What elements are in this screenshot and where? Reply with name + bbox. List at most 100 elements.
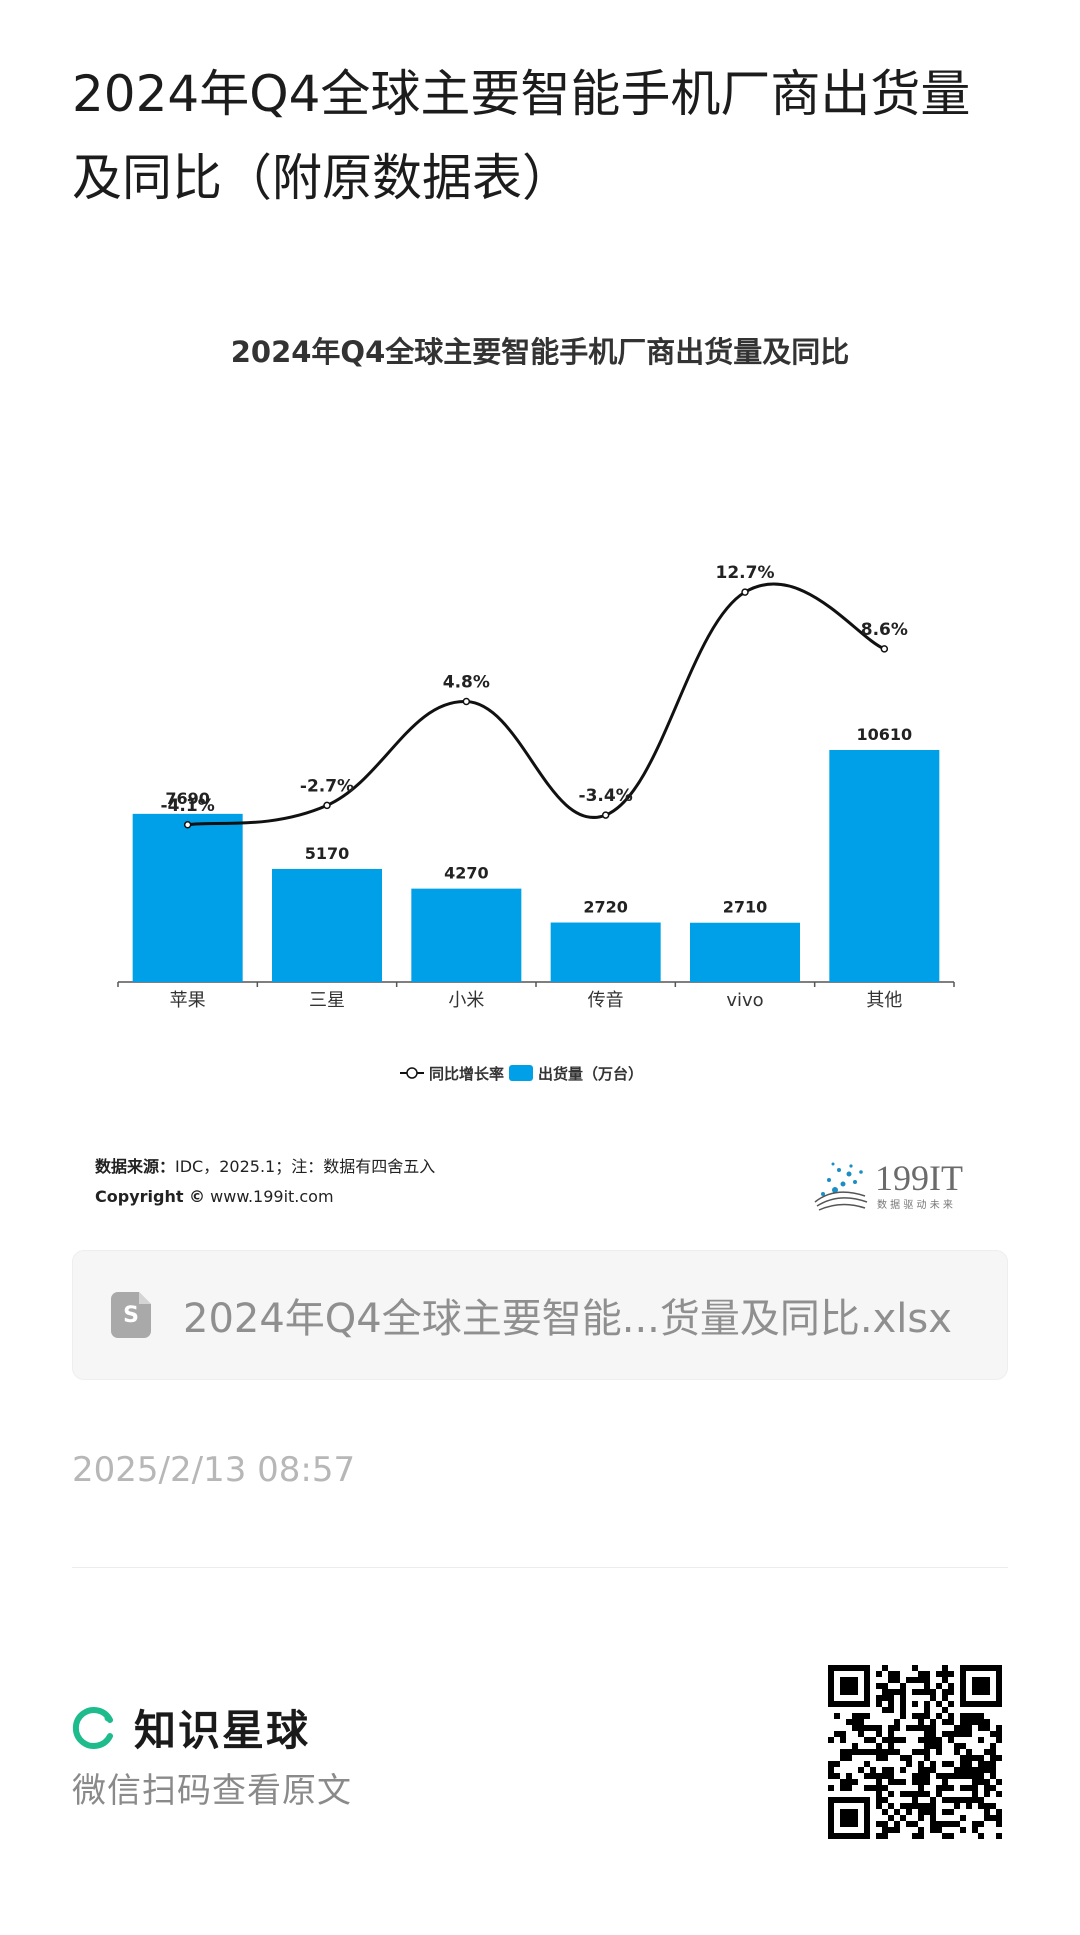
qr-module: [924, 1767, 930, 1773]
qr-module: [876, 1725, 882, 1731]
qr-module: [882, 1773, 888, 1779]
qr-module: [954, 1803, 960, 1809]
qr-module: [930, 1809, 936, 1815]
growth-point: [741, 588, 749, 596]
qr-module: [948, 1719, 954, 1725]
qr-module: [918, 1779, 924, 1785]
qr-module: [972, 1773, 978, 1779]
qr-module: [990, 1815, 996, 1821]
qr-module: [942, 1785, 948, 1791]
growth-value-label: 4.8%: [443, 673, 490, 693]
zsxq-logo-icon: [72, 1706, 113, 1749]
qr-module: [912, 1713, 918, 1719]
qr-module: [882, 1749, 888, 1755]
qr-module: [906, 1791, 912, 1797]
qr-module: [912, 1749, 918, 1755]
qr-module: [900, 1683, 906, 1689]
qr-module: [990, 1785, 996, 1791]
qr-module: [984, 1725, 990, 1731]
qr-module: [942, 1695, 948, 1701]
qr-module: [984, 1719, 990, 1725]
qr-module: [918, 1719, 924, 1725]
qr-module: [876, 1779, 882, 1785]
qr-module: [864, 1713, 870, 1719]
qr-module: [930, 1803, 936, 1809]
qr-module: [906, 1761, 912, 1767]
logo-text: 199IT: [875, 1158, 963, 1198]
qr-module: [984, 1761, 990, 1767]
qr-module: [894, 1677, 900, 1683]
qr-module: [948, 1821, 954, 1827]
qr-module: [978, 1725, 984, 1731]
qr-module: [942, 1773, 948, 1779]
qr-module: [942, 1821, 948, 1827]
qr-module: [930, 1725, 936, 1731]
qr-module: [888, 1791, 894, 1797]
qr-module: [894, 1737, 900, 1743]
qr-module: [840, 1785, 846, 1791]
qr-module: [948, 1731, 954, 1737]
qr-module: [918, 1785, 924, 1791]
qr-module: [936, 1683, 942, 1689]
qr-module: [882, 1683, 888, 1689]
qr-module: [972, 1785, 978, 1791]
qr-module: [918, 1833, 924, 1839]
qr-module: [942, 1833, 948, 1839]
qr-module: [882, 1785, 888, 1791]
qr-module: [864, 1749, 870, 1755]
qr-module: [888, 1827, 894, 1833]
qr-module: [930, 1689, 936, 1695]
qr-module: [930, 1695, 936, 1701]
qr-module: [978, 1773, 984, 1779]
qr-module: [924, 1749, 930, 1755]
qr-module: [978, 1833, 984, 1839]
qr-module: [960, 1755, 966, 1761]
qr-module: [972, 1779, 978, 1785]
qr-module: [960, 1719, 966, 1725]
qr-module: [996, 1791, 1002, 1797]
source-text: IDC，2025.1；注：数据有四舍五入: [175, 1157, 436, 1176]
qr-module: [984, 1767, 990, 1773]
qr-module: [966, 1731, 972, 1737]
qr-code[interactable]: [828, 1665, 1002, 1839]
qr-module: [978, 1779, 984, 1785]
qr-module: [936, 1785, 942, 1791]
qr-module: [924, 1671, 930, 1677]
qr-module: [918, 1671, 924, 1677]
qr-module: [924, 1737, 930, 1743]
qr-module: [858, 1725, 864, 1731]
qr-module: [978, 1767, 984, 1773]
qr-module: [924, 1809, 930, 1815]
qr-finder-center: [840, 1677, 858, 1695]
bar-value-label: 2720: [583, 898, 628, 917]
qr-module: [954, 1821, 960, 1827]
qr-module: [900, 1767, 906, 1773]
qr-module: [870, 1725, 876, 1731]
growth-point: [880, 645, 889, 653]
qr-module: [948, 1683, 954, 1689]
qr-module: [894, 1827, 900, 1833]
qr-module: [924, 1731, 930, 1737]
qr-module: [912, 1665, 918, 1671]
bar: [690, 922, 800, 982]
qr-module: [924, 1791, 930, 1797]
scan-instruction: 微信扫码查看原文: [72, 1771, 352, 1811]
qr-module: [924, 1779, 930, 1785]
qr-module: [930, 1761, 936, 1767]
bar-value-label: 5170: [305, 844, 350, 863]
qr-module: [882, 1755, 888, 1761]
qr-module: [912, 1677, 918, 1683]
qr-module: [966, 1713, 972, 1719]
file-attachment-card[interactable]: S 2024年Q4全球主要智能...货量及同比.xlsx: [72, 1250, 1008, 1380]
qr-module: [888, 1695, 894, 1701]
qr-module: [912, 1833, 918, 1839]
qr-module: [948, 1713, 954, 1719]
qr-module: [906, 1677, 912, 1683]
qr-module: [912, 1725, 918, 1731]
qr-module: [852, 1749, 858, 1755]
qr-module: [918, 1737, 924, 1743]
qr-module: [990, 1743, 996, 1749]
qr-module: [978, 1719, 984, 1725]
divider: [72, 1567, 1008, 1568]
qr-module: [978, 1803, 984, 1809]
